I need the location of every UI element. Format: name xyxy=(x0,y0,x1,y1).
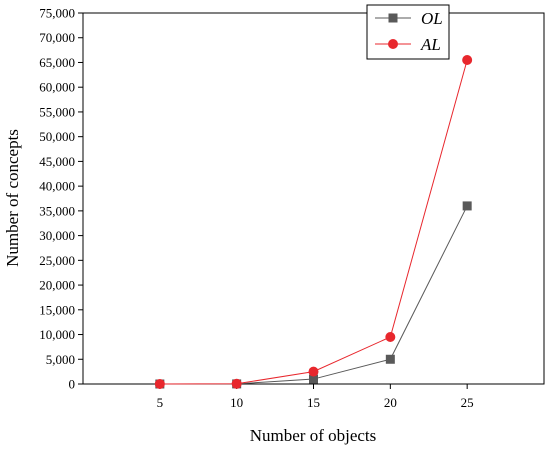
data-point-al xyxy=(308,366,319,377)
data-point-ol xyxy=(309,374,318,384)
plot-frame xyxy=(82,12,545,385)
y-tick-label: 60,000 xyxy=(39,80,75,95)
x-axis-title: Number of objects xyxy=(250,426,377,445)
x-tick-label: 5 xyxy=(157,395,164,410)
x-tick-label: 10 xyxy=(230,395,243,410)
x-tick-label: 15 xyxy=(307,395,320,410)
y-tick-label: 75,000 xyxy=(39,6,75,21)
y-tick-label: 40,000 xyxy=(39,179,75,194)
y-tick-label: 15,000 xyxy=(39,302,75,317)
series-line-ol xyxy=(159,205,468,385)
x-tick-label: 20 xyxy=(384,395,397,410)
series-line-al xyxy=(159,59,468,385)
y-tick-label: 30,000 xyxy=(39,228,75,243)
data-point-ol xyxy=(462,201,472,211)
data-point-al xyxy=(385,332,396,343)
data-point-al xyxy=(231,378,242,389)
y-tick-label: 65,000 xyxy=(39,55,75,70)
y-tick-label: 50,000 xyxy=(39,129,75,144)
legend: OL AL xyxy=(366,4,450,60)
y-tick-label: 20,000 xyxy=(39,278,75,293)
legend-label-ol: OL xyxy=(421,9,443,28)
y-axis-title: Number of concepts xyxy=(3,129,22,267)
y-tick-label: 0 xyxy=(69,377,76,392)
data-point-al xyxy=(154,379,165,389)
y-tick-label: 55,000 xyxy=(39,104,75,119)
data-point-al xyxy=(462,54,473,65)
data-point-ol xyxy=(385,354,395,364)
y-tick-label: 25,000 xyxy=(39,253,75,268)
legend-box xyxy=(366,4,450,60)
y-tick-label: 10,000 xyxy=(39,327,75,342)
legend-marker-al xyxy=(388,39,398,49)
y-tick-label: 5,000 xyxy=(46,352,75,367)
legend-label-al: AL xyxy=(420,35,441,54)
x-tick-label: 25 xyxy=(461,395,474,410)
y-tick-label: 70,000 xyxy=(39,30,75,45)
y-tick-label: 45,000 xyxy=(39,154,75,169)
plot-area: 0 5,000 10,000 15,000 20,000 25,000 30,000 35,0… xyxy=(39,6,545,410)
legend-marker-ol xyxy=(388,13,398,23)
y-tick-label: 35,000 xyxy=(39,203,75,218)
